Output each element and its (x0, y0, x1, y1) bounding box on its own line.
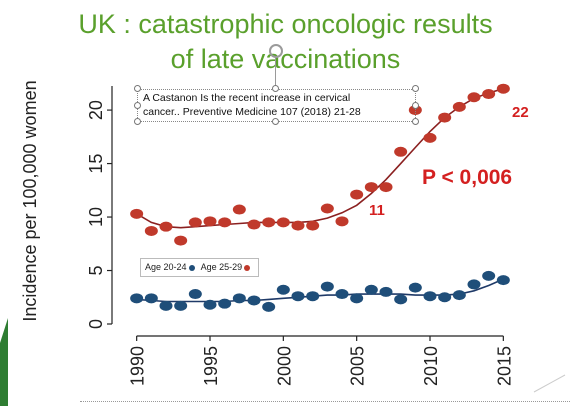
point-age-20-24-2003 (320, 281, 334, 292)
point-age-20-24-2008 (394, 294, 408, 305)
point-age-20-24-1998 (247, 295, 261, 306)
bottom-placeholder-border (80, 401, 570, 402)
point-age-25-29-2004 (335, 216, 349, 227)
citation-line-2: cancer.. Preventive Medicine 107 (2018) … (143, 106, 361, 118)
point-age-25-29-2013 (467, 92, 481, 103)
plot-panel (15, 77, 534, 393)
point-age-25-29-2012 (452, 101, 466, 112)
point-age-20-24-2005 (350, 293, 364, 304)
y-tick-label-20: 20 (86, 100, 106, 120)
resize-handle-bottom-left[interactable] (134, 118, 141, 125)
point-age-25-29-1992 (159, 221, 173, 232)
slide-title-line-2: of late vaccinations (0, 44, 571, 74)
y-tick-label-0: 0 (86, 319, 106, 329)
point-age-20-24-2002 (306, 291, 320, 302)
y-tick-label-5: 5 (86, 266, 106, 276)
resize-handle-middle-left[interactable] (134, 102, 141, 109)
resize-handle-middle-right[interactable] (412, 102, 419, 109)
x-tick-label-1990: 1990 (128, 346, 148, 386)
point-age-20-24-2012 (452, 290, 466, 301)
point-age-25-29-2001 (291, 220, 305, 231)
point-age-20-24-2010 (423, 291, 437, 302)
title-text-2: of late vaccinations (170, 44, 401, 74)
legend-marker-age-20-24 (188, 264, 195, 271)
p-value-annotation: P < 0,006 (422, 166, 513, 189)
point-age-20-24-1995 (203, 299, 217, 310)
point-age-20-24-1991 (144, 293, 158, 304)
point-age-25-29-1996 (218, 217, 232, 228)
rotation-handle-line (275, 58, 276, 89)
rotation-handle-icon[interactable] (269, 44, 283, 58)
point-age-20-24-2007 (379, 286, 393, 297)
x-tick-label-2010: 2010 (421, 346, 441, 386)
point-age-20-24-1993 (174, 300, 188, 311)
value-label-11: 11 (369, 202, 385, 219)
citation-textbox[interactable]: A Castanon Is the recent increase in cer… (137, 89, 416, 122)
x-tick-label-2000: 2000 (274, 346, 294, 386)
point-age-20-24-1994 (188, 289, 202, 300)
point-age-25-29-1997 (232, 204, 246, 215)
resize-handle-top-center[interactable] (272, 85, 279, 92)
x-tick-label-2005: 2005 (348, 346, 368, 386)
resize-handle-top-left[interactable] (134, 85, 141, 92)
point-age-25-29-2008 (394, 146, 408, 157)
legend-label-age-25-29: Age 25-29 (200, 262, 243, 272)
slide-accent-bar (0, 318, 8, 406)
point-age-25-29-2003 (320, 203, 334, 214)
value-label-22: 22 (512, 104, 529, 121)
resize-handle-bottom-center[interactable] (272, 118, 279, 125)
title-text-1: UK : catastrophic oncologic results (78, 9, 493, 39)
point-age-25-29-1993 (174, 235, 188, 246)
point-age-20-24-2006 (364, 284, 378, 295)
point-age-20-24-2011 (438, 292, 452, 303)
legend-label-age-20-24: Age 20-24 (145, 262, 187, 272)
slide-title-line-1: UK : catastrophic oncologic results (0, 9, 571, 39)
point-age-20-24-1992 (159, 300, 173, 311)
point-age-25-29-2014 (482, 89, 496, 100)
point-age-20-24-2015 (496, 275, 510, 286)
point-age-25-29-2010 (423, 132, 437, 143)
point-age-25-29-1991 (144, 225, 158, 236)
point-age-25-29-1998 (247, 219, 261, 230)
point-age-25-29-1995 (203, 216, 217, 227)
point-age-25-29-1994 (188, 217, 202, 228)
point-age-20-24-2001 (291, 291, 305, 302)
citation-line-1: A Castanon Is the recent increase in cer… (143, 92, 351, 104)
resize-handle-top-right[interactable] (412, 85, 419, 92)
y-axis-label: Incidence per 100,000 women (20, 80, 40, 321)
y-tick-label-15: 15 (86, 154, 106, 174)
point-age-25-29-1999 (262, 217, 276, 228)
y-tick-label-10: 10 (86, 207, 106, 227)
point-age-25-29-1990 (130, 208, 144, 219)
point-age-20-24-2004 (335, 289, 349, 300)
point-age-25-29-2015 (496, 83, 510, 94)
point-age-20-24-1996 (218, 298, 232, 309)
point-age-20-24-1999 (262, 301, 276, 312)
point-age-25-29-2011 (438, 112, 452, 123)
legend-marker-age-25-29 (244, 264, 251, 271)
point-age-25-29-2002 (306, 220, 320, 231)
point-age-25-29-2000 (276, 217, 290, 228)
corner-decoration (533, 374, 566, 393)
point-age-20-24-2000 (276, 284, 290, 295)
resize-handle-bottom-right[interactable] (412, 118, 419, 125)
x-tick-label-1995: 1995 (201, 346, 221, 386)
point-age-25-29-2006 (364, 182, 378, 193)
legend: Age 20-24 Age 25-29 (140, 258, 260, 277)
point-age-20-24-1990 (130, 293, 144, 304)
point-age-25-29-2005 (350, 189, 364, 200)
point-age-20-24-2009 (408, 282, 422, 293)
x-tick-label-2015: 2015 (494, 346, 514, 386)
point-age-20-24-2013 (467, 279, 481, 290)
point-age-20-24-2014 (482, 270, 496, 281)
point-age-20-24-1997 (232, 293, 246, 304)
point-age-25-29-2007 (379, 182, 393, 193)
